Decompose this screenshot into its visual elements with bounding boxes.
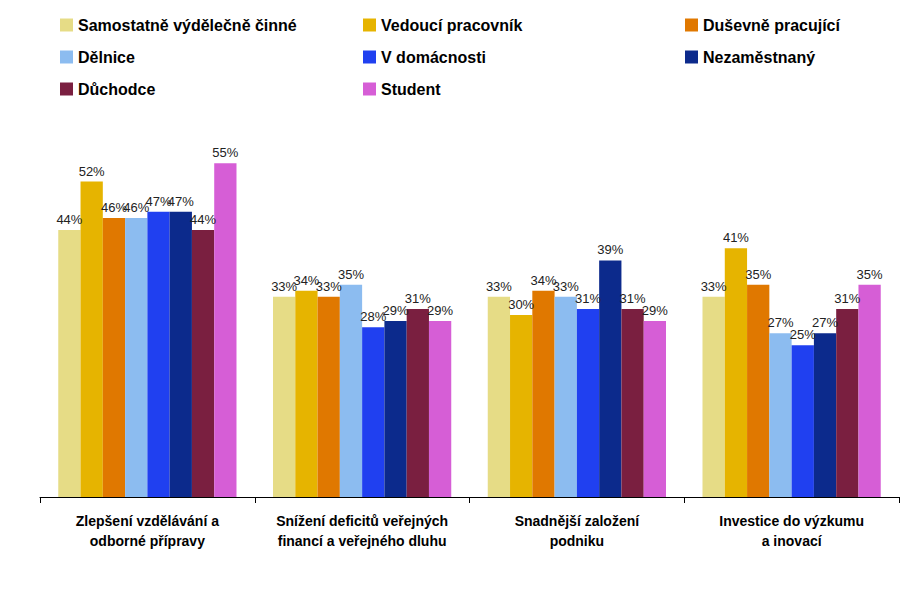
svg-text:34%: 34% — [293, 272, 320, 288]
svg-text:44%: 44% — [190, 212, 216, 227]
svg-text:31%: 31% — [404, 290, 431, 306]
svg-text:V domácnosti: V domácnosti — [381, 49, 486, 66]
svg-text:a inovací: a inovací — [762, 533, 823, 549]
svg-text:33%: 33% — [486, 279, 512, 294]
svg-text:podniku: podniku — [550, 533, 604, 549]
svg-text:35%: 35% — [745, 267, 771, 282]
svg-text:34%: 34% — [530, 272, 557, 288]
svg-text:Nezaměstnaný: Nezaměstnaný — [703, 49, 815, 66]
svg-text:Samostatně výdělečně činné: Samostatně výdělečně činné — [78, 17, 297, 34]
svg-text:27%: 27% — [767, 315, 794, 331]
svg-text:31%: 31% — [834, 291, 860, 306]
svg-text:25%: 25% — [789, 327, 816, 343]
svg-text:33%: 33% — [271, 278, 298, 294]
svg-text:Duševně pracující: Duševně pracující — [703, 17, 841, 34]
svg-text:41%: 41% — [723, 230, 749, 245]
svg-text:28%: 28% — [360, 309, 387, 325]
svg-text:52%: 52% — [79, 164, 105, 179]
svg-text:30%: 30% — [508, 297, 534, 312]
svg-text:Student: Student — [381, 81, 441, 98]
svg-text:35%: 35% — [338, 267, 364, 282]
svg-text:29%: 29% — [382, 303, 409, 319]
svg-text:46%: 46% — [100, 199, 127, 215]
svg-text:odborné přípravy: odborné přípravy — [90, 533, 205, 549]
svg-text:33%: 33% — [315, 278, 342, 294]
svg-text:29%: 29% — [427, 303, 453, 318]
svg-text:Dělnice: Dělnice — [78, 49, 135, 66]
svg-text:31%: 31% — [575, 291, 601, 306]
svg-text:39%: 39% — [597, 242, 623, 257]
svg-text:55%: 55% — [212, 145, 238, 160]
svg-text:29%: 29% — [642, 303, 668, 318]
svg-text:Vedoucí pracovník: Vedoucí pracovník — [381, 17, 522, 34]
svg-text:33%: 33% — [552, 278, 579, 294]
svg-text:27%: 27% — [812, 315, 838, 330]
svg-text:Snížení deficitů veřejných: Snížení deficitů veřejných — [276, 513, 448, 529]
svg-text:Investice do výzkumu: Investice do výzkumu — [719, 513, 864, 529]
svg-text:Snadnější založení: Snadnější založení — [515, 513, 641, 529]
svg-text:Zlepšení vzdělávání a: Zlepšení vzdělávání a — [76, 513, 219, 529]
svg-text:47%: 47% — [168, 194, 194, 209]
svg-text:35%: 35% — [857, 267, 883, 282]
svg-text:44%: 44% — [56, 212, 82, 227]
svg-text:33%: 33% — [701, 279, 727, 294]
svg-text:Důchodce: Důchodce — [78, 81, 155, 98]
svg-text:financí a veřejného dluhu: financí a veřejného dluhu — [278, 533, 447, 549]
svg-text:31%: 31% — [619, 290, 646, 306]
svg-text:46%: 46% — [123, 199, 150, 215]
svg-text:47%: 47% — [145, 193, 172, 209]
